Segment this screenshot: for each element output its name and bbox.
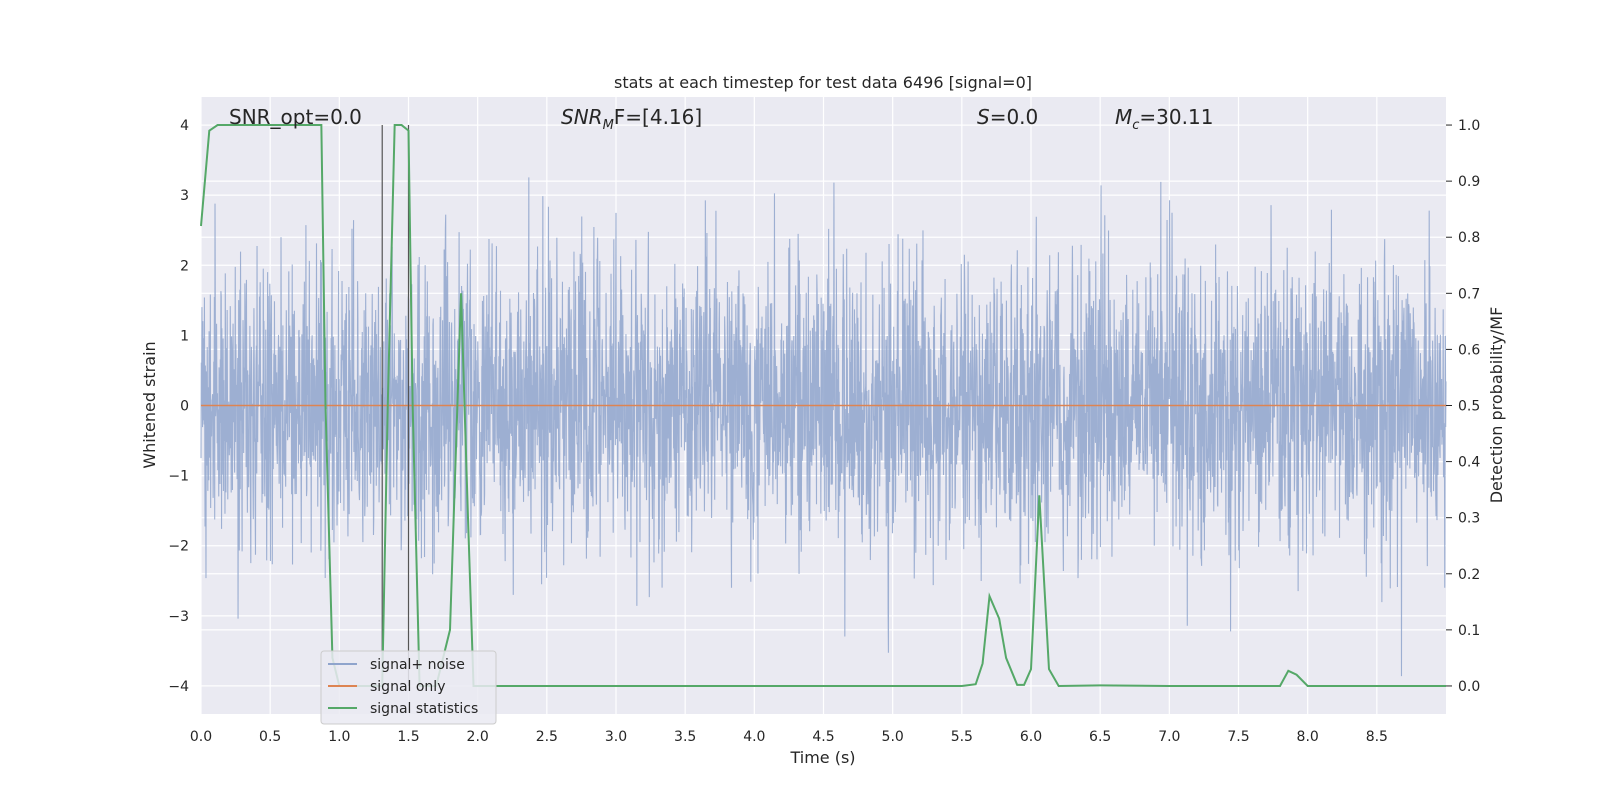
annotation-snr-opt: SNR_opt=0.0 xyxy=(229,105,362,129)
x-tick-label: 6.5 xyxy=(1089,729,1111,745)
y-axis-label-right: Detection probability/MF xyxy=(1487,307,1506,504)
x-tick-label: 5.5 xyxy=(951,729,973,745)
y-tick-label-left: 0 xyxy=(180,399,189,415)
y-tick-label-left: 3 xyxy=(180,188,189,204)
x-tick-label: 2.5 xyxy=(536,729,558,745)
x-tick-label: 7.5 xyxy=(1227,729,1249,745)
x-tick-label: 8.5 xyxy=(1366,729,1388,745)
annotation-mc-sub: c xyxy=(1132,118,1139,133)
annotation-snr-mf-rest: F=[4.16] xyxy=(614,105,702,129)
legend-label-signal-only: signal only xyxy=(370,679,445,695)
legend-label-signal-statistics: signal statistics xyxy=(370,701,478,717)
y-tick-label-right: 0.2 xyxy=(1458,567,1480,583)
x-tick-label: 4.0 xyxy=(743,729,765,745)
y-tick-label-right: 0.9 xyxy=(1458,174,1480,190)
y-tick-label-right: 1.0 xyxy=(1458,118,1480,134)
legend-box xyxy=(320,650,497,725)
legend: signal+ noise signal only signal statist… xyxy=(320,650,497,725)
y-tick-label-right: 0.6 xyxy=(1458,342,1480,358)
annotation-snr-mf-sub: M xyxy=(603,118,614,133)
x-tick-label: 0.0 xyxy=(190,729,212,745)
y-tick-label-left: −2 xyxy=(168,539,189,555)
x-tick-label: 5.0 xyxy=(882,729,904,745)
y-tick-label-right: 0.4 xyxy=(1458,455,1480,471)
y-tick-label-right: 0.7 xyxy=(1458,286,1480,302)
x-axis-label: Time (s) xyxy=(789,748,855,767)
annotation-s: S=0.0 xyxy=(977,105,1038,129)
y-tick-label-left: −3 xyxy=(168,609,189,625)
annotation-s-main: S xyxy=(977,105,990,129)
y-tick-label-right: 0.1 xyxy=(1458,623,1480,639)
x-tick-label: 3.5 xyxy=(674,729,696,745)
x-tick-label: 6.0 xyxy=(1020,729,1042,745)
x-tick-label: 2.0 xyxy=(467,729,489,745)
legend-label-signal-noise: signal+ noise xyxy=(370,657,465,673)
y-axis-label-left: Whitened strain xyxy=(140,341,159,468)
x-tick-label: 1.5 xyxy=(397,729,419,745)
annotation-s-rest: =0.0 xyxy=(990,105,1039,129)
y-tick-label-right: 0.8 xyxy=(1458,230,1480,246)
annotation-snr-mf: SNRMF=[4.16] xyxy=(561,105,702,133)
y-tick-label-right: 0.0 xyxy=(1458,679,1480,695)
x-tick-label: 8.0 xyxy=(1297,729,1319,745)
annotation-mc-rest: =30.11 xyxy=(1139,105,1213,129)
x-tick-label: 4.5 xyxy=(812,729,834,745)
y-tick-label-left: 4 xyxy=(180,118,189,134)
y-tick-label-left: −1 xyxy=(168,469,189,485)
x-tick-label: 3.0 xyxy=(605,729,627,745)
x-tick-label: 7.0 xyxy=(1158,729,1180,745)
y-tick-label-right: 0.5 xyxy=(1458,399,1480,415)
y-tick-label-left: 1 xyxy=(180,328,189,344)
annotation-mc: Mc=30.11 xyxy=(1115,105,1213,133)
annotation-snr-mf-main: SNR xyxy=(561,105,603,129)
y-tick-label-right: 0.3 xyxy=(1458,511,1480,527)
ticks: 0.0 0.5 1.0 1.5 2.0 2.5 3.0 3.5 4.0 4.5 5.0 5.5 6.0 6… xyxy=(168,118,1480,745)
annotation-mc-main: M xyxy=(1115,105,1132,129)
chart-title: stats at each timestep for test data 649… xyxy=(614,73,1032,92)
y-tick-label-left: −4 xyxy=(168,679,189,695)
y-tick-label-left: 2 xyxy=(180,258,189,274)
x-tick-label: 0.5 xyxy=(259,729,281,745)
x-tick-label: 1.0 xyxy=(328,729,350,745)
